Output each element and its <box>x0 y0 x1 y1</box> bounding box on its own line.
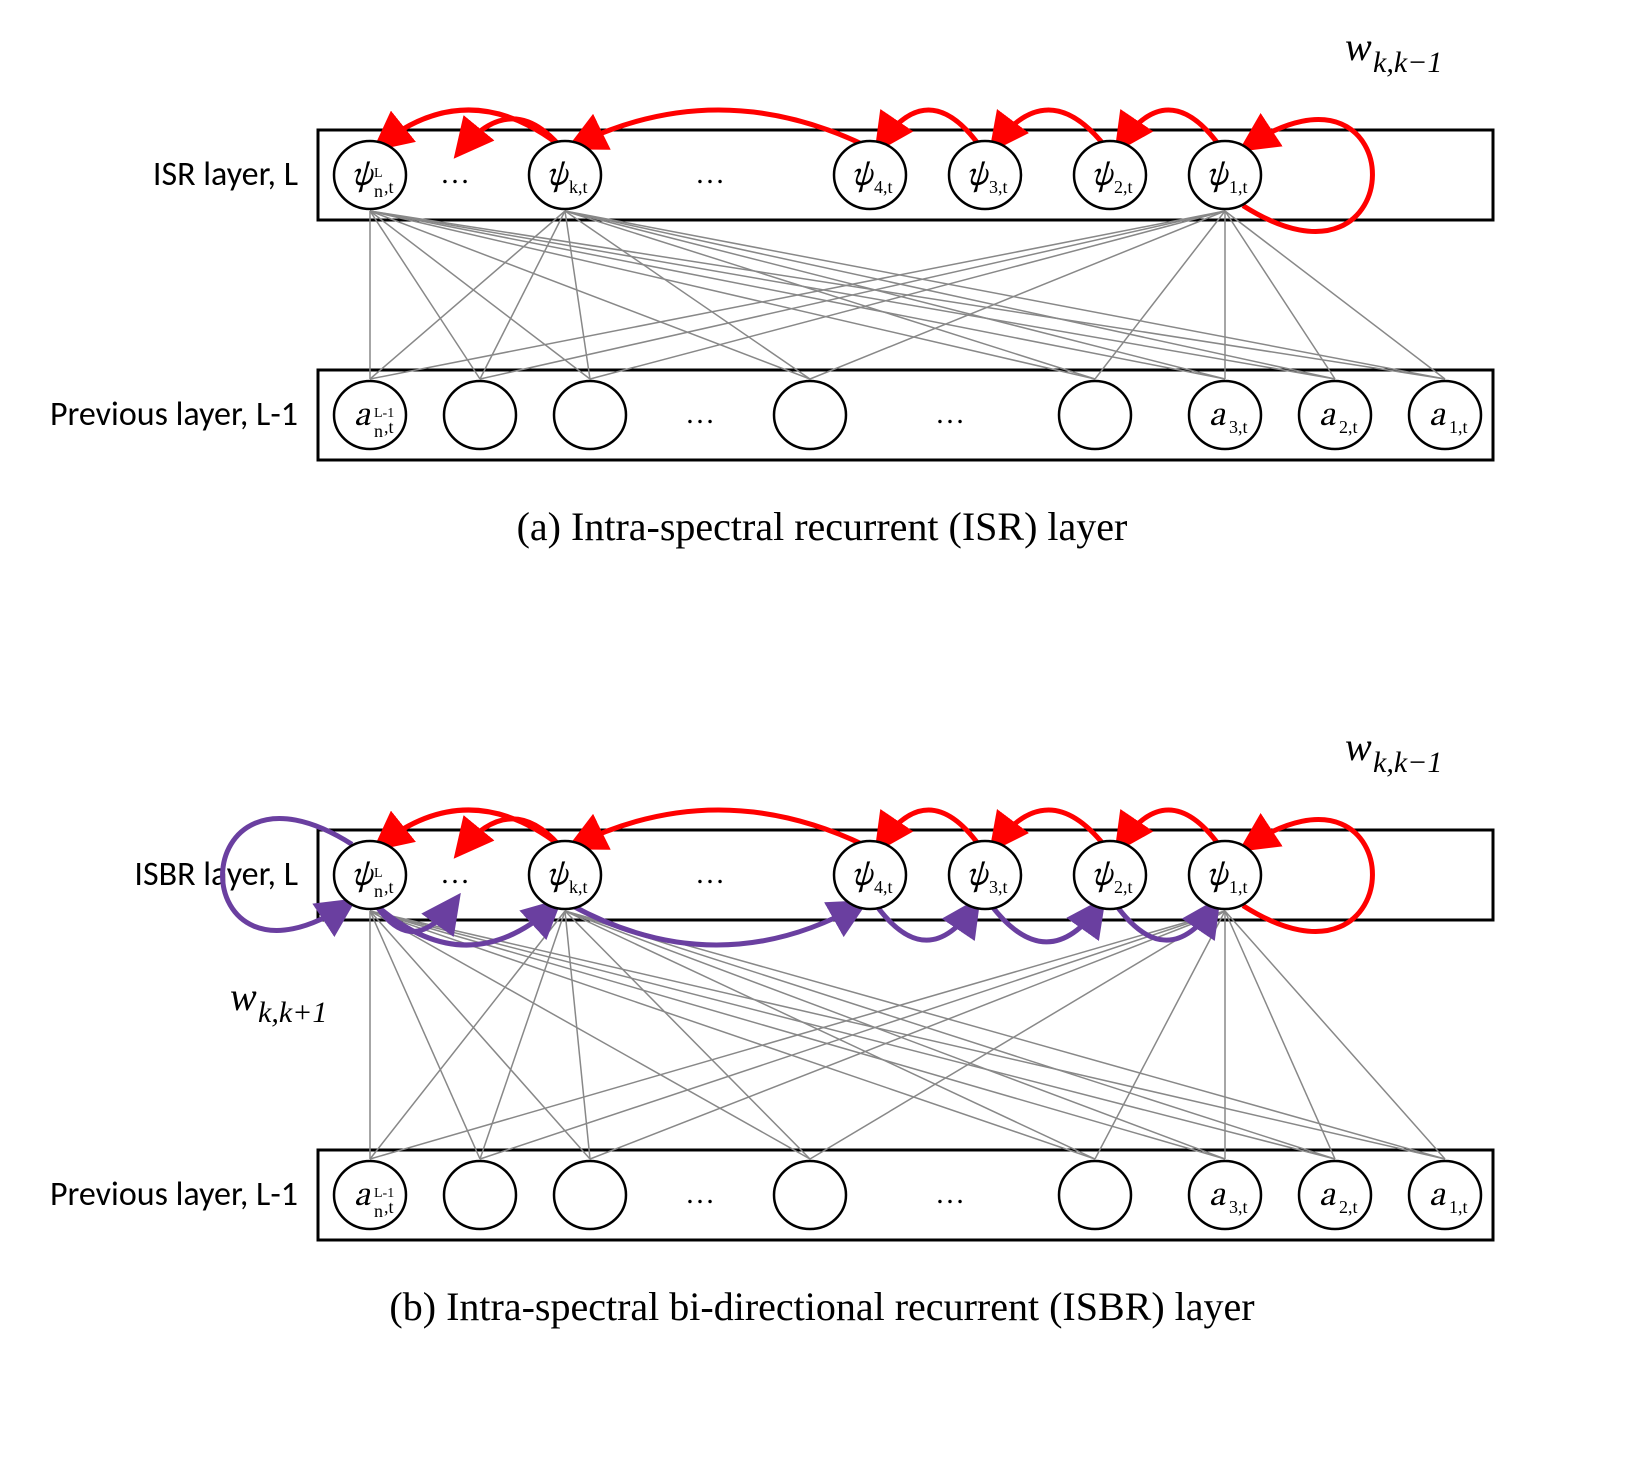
ellipsis: … <box>695 857 725 890</box>
svg-text:w: w <box>1345 724 1372 769</box>
svg-text:ψ: ψ <box>1206 160 1229 194</box>
svg-text:1,t: 1,t <box>1229 877 1248 897</box>
weight-forward-label: wk,k−1 <box>1345 24 1442 79</box>
svg-text:ψ: ψ <box>1091 860 1114 894</box>
svg-text:k,t: k,t <box>569 877 588 897</box>
weight-backward-label: wk,k+1 <box>230 974 327 1029</box>
svg-text:2,t: 2,t <box>1114 177 1133 197</box>
svg-text:L: L <box>374 866 383 881</box>
svg-text:,t: ,t <box>384 417 394 437</box>
bottom-node <box>774 1161 846 1229</box>
svg-text:ψ: ψ <box>351 160 374 194</box>
svg-text:n: n <box>374 881 383 901</box>
svg-text:L: L <box>374 166 383 181</box>
svg-text:k,k−1: k,k−1 <box>1373 746 1442 779</box>
figure-svg: ISR layer, LPrevious layer, L-1ψnL,tψk,t… <box>0 0 1644 1462</box>
svg-text:4,t: 4,t <box>874 877 893 897</box>
prev-layer-label: Previous layer, L-1 <box>50 394 298 435</box>
svg-text:a: a <box>1429 1180 1446 1214</box>
bottom-node <box>774 381 846 449</box>
svg-text:a: a <box>1319 400 1336 434</box>
svg-text:ψ: ψ <box>966 160 989 194</box>
svg-text:2,t: 2,t <box>1339 417 1358 437</box>
ellipsis: … <box>935 1177 965 1210</box>
svg-text:2,t: 2,t <box>1339 1197 1358 1217</box>
svg-text:2,t: 2,t <box>1114 877 1133 897</box>
bottom-node <box>1059 381 1131 449</box>
ellipsis: … <box>695 157 725 190</box>
connections <box>370 911 1445 1159</box>
panel-b: ISBR layer, LPrevious layer, L-1ψnL,tψk,… <box>50 724 1493 1329</box>
svg-text:k,k+1: k,k+1 <box>258 996 327 1029</box>
ellipsis: … <box>685 1177 715 1210</box>
bottom-nodes: anL-1,ta3,ta2,ta1,t…… <box>334 381 1481 449</box>
panel-a: ISR layer, LPrevious layer, L-1ψnL,tψk,t… <box>50 24 1493 549</box>
svg-text:a: a <box>1429 400 1446 434</box>
svg-text:ψ: ψ <box>546 160 569 194</box>
svg-text:ψ: ψ <box>1206 860 1229 894</box>
top-nodes: ψnL,tψk,tψ4,tψ3,tψ2,tψ1,t…… <box>334 141 1261 209</box>
caption-a: (a) Intra-spectral recurrent (ISR) layer <box>517 504 1128 549</box>
svg-text:w: w <box>230 974 257 1019</box>
ellipsis: … <box>440 157 470 190</box>
svg-text:1,t: 1,t <box>1449 417 1468 437</box>
svg-text:n: n <box>374 181 383 201</box>
svg-text:k,t: k,t <box>569 177 588 197</box>
svg-text:n: n <box>374 1201 383 1221</box>
svg-text:3,t: 3,t <box>1229 1197 1248 1217</box>
svg-text:4,t: 4,t <box>874 177 893 197</box>
svg-text:a: a <box>1209 400 1226 434</box>
svg-text:3,t: 3,t <box>989 877 1008 897</box>
svg-text:1,t: 1,t <box>1449 1197 1468 1217</box>
svg-text:ψ: ψ <box>546 860 569 894</box>
svg-text:1,t: 1,t <box>1229 177 1248 197</box>
figure-page: { "canvas": { "width": 1644, "height": 1… <box>0 0 1644 1462</box>
top-layer-label: ISR layer, L <box>153 154 298 195</box>
svg-text:,t: ,t <box>384 177 394 197</box>
svg-text:ψ: ψ <box>351 860 374 894</box>
svg-text:3,t: 3,t <box>1229 417 1248 437</box>
svg-text:k,k−1: k,k−1 <box>1373 46 1442 79</box>
svg-text:n: n <box>374 421 383 441</box>
svg-text:3,t: 3,t <box>989 177 1008 197</box>
svg-text:,t: ,t <box>384 877 394 897</box>
svg-text:ψ: ψ <box>851 160 874 194</box>
bottom-node <box>1059 1161 1131 1229</box>
svg-text:,t: ,t <box>384 1197 394 1217</box>
connections <box>370 211 1445 379</box>
bottom-node <box>554 1161 626 1229</box>
bottom-node <box>554 381 626 449</box>
bottom-node <box>444 1161 516 1229</box>
ellipsis: … <box>440 857 470 890</box>
ellipsis: … <box>685 397 715 430</box>
weight-forward-label: wk,k−1 <box>1345 724 1442 779</box>
svg-text:w: w <box>1345 24 1372 69</box>
top-layer-label: ISBR layer, L <box>134 854 298 895</box>
bottom-nodes: anL-1,ta3,ta2,ta1,t…… <box>334 1161 1481 1229</box>
svg-text:a: a <box>1209 1180 1226 1214</box>
svg-text:ψ: ψ <box>1091 160 1114 194</box>
top-nodes: ψnL,tψk,tψ4,tψ3,tψ2,tψ1,t…… <box>334 841 1261 909</box>
svg-text:a: a <box>354 1180 371 1214</box>
svg-text:ψ: ψ <box>966 860 989 894</box>
svg-text:a: a <box>354 400 371 434</box>
ellipsis: … <box>935 397 965 430</box>
svg-text:a: a <box>1319 1180 1336 1214</box>
bottom-node <box>444 381 516 449</box>
caption-b: (b) Intra-spectral bi-directional recurr… <box>389 1284 1254 1329</box>
svg-text:ψ: ψ <box>851 860 874 894</box>
prev-layer-label: Previous layer, L-1 <box>50 1174 298 1215</box>
